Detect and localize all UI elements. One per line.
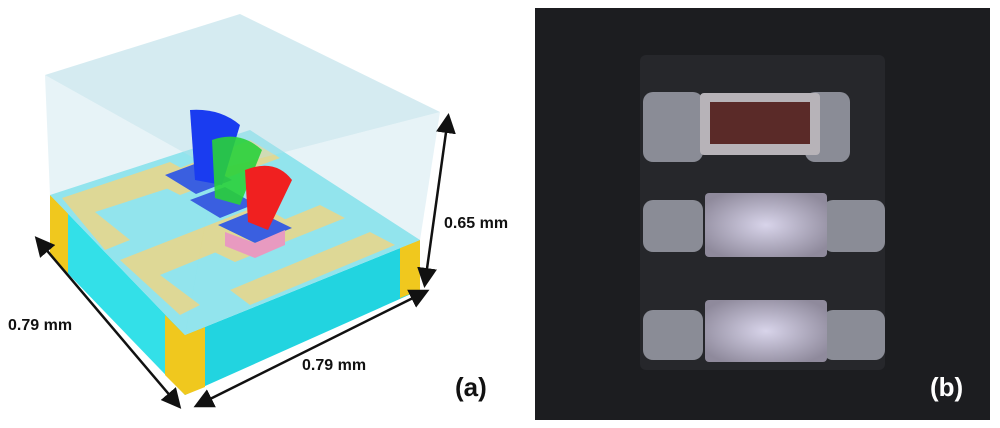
chip-stack (225, 230, 285, 258)
pad (185, 327, 205, 395)
chip-green-base (190, 187, 255, 218)
pad-left (643, 310, 703, 360)
width-arrow (193, 289, 430, 408)
pad (400, 240, 420, 298)
pad-left (643, 200, 703, 252)
panel-label: (a) (455, 372, 487, 402)
encap-top (45, 14, 440, 170)
panel-a: 0.65 mm 0.79 mm 0.79 mm (a) (8, 14, 508, 409)
red-led (245, 165, 292, 230)
pad-left (643, 92, 703, 162)
depth-label: 0.79 mm (8, 317, 72, 334)
depth-arrow (34, 236, 182, 409)
height-arrow (417, 113, 456, 288)
pad-right (823, 200, 885, 252)
width-label: 0.79 mm (302, 357, 366, 374)
panel-label: (b) (930, 372, 963, 402)
height-label: 0.65 mm (444, 215, 508, 232)
panel-b: (b) (535, 8, 990, 420)
chip-red-base (218, 210, 292, 243)
chip-green (705, 193, 827, 257)
chip-blue (705, 300, 827, 362)
green-led (212, 136, 262, 205)
pad-right (823, 310, 885, 360)
chip-red-die (710, 102, 810, 144)
